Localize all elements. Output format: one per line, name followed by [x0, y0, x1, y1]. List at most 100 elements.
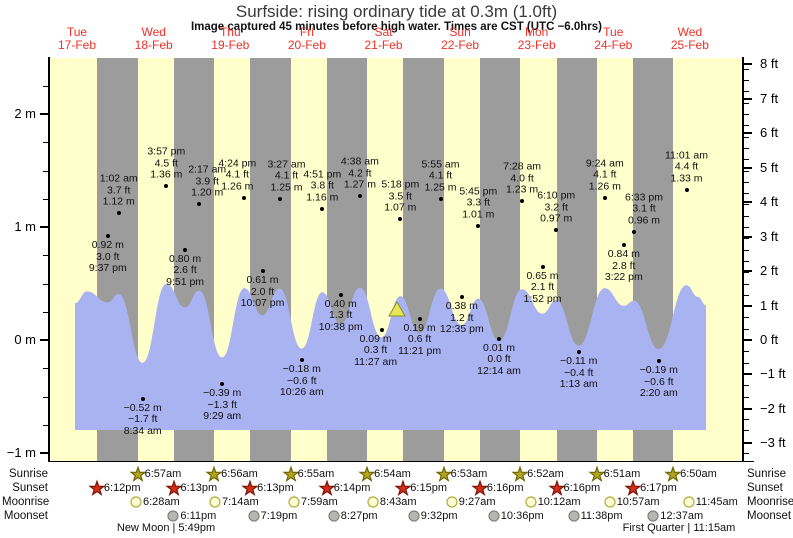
moonset-row-label-left: Moonset — [3, 510, 48, 522]
day-date: 22-Feb — [441, 37, 480, 52]
y-axis-ft-minor-tick — [744, 125, 749, 127]
y-axis-ft-tick — [744, 97, 752, 100]
low-tide-label: −0.52 m −1.7 ft 8:34 am — [124, 402, 162, 438]
low-tide-label: 0.80 m 2.6 ft 9:51 pm — [166, 253, 204, 289]
y-axis-ft-tick — [744, 304, 752, 307]
low-tide-label: −0.39 m −1.3 ft 9:29 am — [203, 388, 241, 423]
low-tide-label: 0.40 m 1.3 ft 10:38 pm — [318, 297, 363, 334]
y-axis-ft-label: 6 ft — [760, 125, 779, 141]
day-date: 18-Feb — [134, 37, 173, 52]
tide-label-line: 0.40 m — [324, 297, 357, 310]
tide-label-line: 4:24 pm — [218, 157, 257, 170]
day-label: Wed 18-Feb — [135, 26, 173, 51]
high-tide-label: 4:24 pm 4.1 ft 1.26 m — [218, 158, 256, 193]
tide-label-line: 0.6 ft — [407, 333, 432, 346]
tide-label-line: 4.1 ft — [225, 168, 249, 181]
tide-label-line: 1.2 ft — [450, 311, 474, 324]
tide-label-line: 1.36 m — [150, 168, 183, 181]
tide-label-line: 6:33 pm — [625, 191, 663, 204]
moonrise-time: 10:12am — [537, 495, 581, 508]
tide-label-line: 1.33 m — [670, 172, 703, 185]
tide-point-dot — [320, 206, 325, 211]
tide-point-dot — [684, 187, 689, 192]
tide-label-line: 1.27 m — [343, 178, 376, 191]
tide-label-line: 1.16 m — [306, 191, 339, 204]
tide-label-line: 2.0 ft — [250, 285, 275, 298]
tide-label-line: −0.18 m — [282, 363, 321, 376]
moonrise-time: 11:45am — [695, 495, 738, 508]
tide-label-line: 3.2 ft — [544, 201, 568, 214]
moonrise-icon — [604, 496, 616, 508]
tide-label-line: −0.6 ft — [287, 374, 317, 387]
tide-label-line: 2.6 ft — [173, 264, 197, 277]
tide-label-line: 0.3 ft — [363, 344, 388, 357]
low-tide-label: −0.11 m −0.4 ft 1:13 am — [560, 356, 598, 391]
moonrise-row-label-left: Moonrise — [2, 496, 50, 508]
y-axis-ft-tick — [744, 442, 752, 445]
sunset-icon — [88, 479, 106, 497]
y-axis-m-tick — [40, 452, 48, 454]
moonset-icon — [488, 510, 500, 522]
high-tide-label: 7:28 am 4.0 ft 1.23 m — [503, 161, 541, 197]
y-axis-m-minor-tick — [43, 255, 48, 257]
tide-label-line: 4:51 pm — [303, 168, 342, 181]
sunrise-time: 6:50am — [680, 467, 717, 480]
tide-label-line: 2.8 ft — [612, 259, 636, 272]
y-axis-ft-label: 2 ft — [760, 263, 779, 279]
y-axis-m-minor-tick — [43, 424, 48, 426]
sunrise-time: 6:57am — [144, 467, 182, 480]
y-axis-ft-label: 5 ft — [760, 159, 779, 175]
tide-point-dot — [417, 316, 422, 321]
tide-label-line: 0.0 ft — [487, 353, 511, 366]
tide-label-line: 0.09 m — [359, 332, 392, 345]
y-axis-ft-minor-tick — [744, 441, 749, 443]
sunset-row-label-right: Sunset — [747, 482, 783, 494]
tide-label-line: 9:37 pm — [88, 262, 127, 275]
tide-label-line: 1:52 pm — [523, 292, 562, 305]
sunset-icon — [394, 479, 412, 497]
tide-point-dot — [438, 196, 443, 201]
y-axis-ft-label: 4 ft — [760, 194, 779, 210]
y-axis-ft-minor-tick — [744, 430, 749, 432]
tide-label-line: −0.4 ft — [563, 366, 594, 379]
y-axis-ft-label: 3 ft — [760, 228, 779, 244]
day-name: Wed — [677, 25, 703, 39]
tide-point-dot — [105, 234, 110, 239]
y-axis-ft-minor-tick — [744, 136, 749, 138]
y-axis-ft-tick — [744, 63, 752, 66]
y-axis-m-label: −1 m — [6, 445, 36, 460]
y-axis-ft-minor-tick — [744, 306, 749, 308]
tide-label-line: −1.7 ft — [127, 413, 158, 426]
y-axis-m-label: 2 m — [14, 106, 36, 121]
tide-label-line: 4.1 ft — [428, 169, 453, 182]
tide-label-line: 4.1 ft — [274, 169, 299, 182]
y-axis-ft-minor-tick — [744, 385, 749, 387]
sunrise-time: 6:55am — [297, 467, 335, 480]
tide-label-line: 2.1 ft — [530, 281, 555, 294]
tide-point-dot — [220, 382, 225, 387]
tide-label-line: 10:38 pm — [318, 320, 363, 333]
tide-label-line: 0.96 m — [627, 214, 661, 227]
tide-label-line: 1.12 m — [102, 195, 135, 208]
y-axis-ft-minor-tick — [744, 294, 749, 296]
tide-point-dot — [497, 336, 501, 341]
y-axis-m-minor-tick — [43, 85, 48, 87]
moonset-time: 12:37am — [660, 509, 704, 522]
sunset-time: 6:16pm — [563, 481, 601, 494]
y-axis-m-label: 0 m — [14, 332, 36, 347]
tide-label-line: 4.1 ft — [593, 168, 617, 181]
tide-point-dot — [164, 184, 169, 189]
tide-label-line: 3:27 am — [267, 158, 306, 171]
moonset-icon — [167, 510, 179, 522]
day-label: Sat 21-Feb — [364, 26, 402, 51]
tide-label-line: 4.4 ft — [674, 160, 699, 173]
tide-label-line: 10:07 pm — [240, 297, 285, 310]
moonrise-time: 6:28am — [143, 495, 180, 508]
tide-point-dot — [540, 264, 545, 269]
tide-label-line: 1.26 m — [588, 180, 621, 193]
y-axis-ft-minor-tick — [744, 147, 749, 149]
y-axis-m-minor-tick — [43, 396, 48, 398]
moonrise-icon — [288, 496, 300, 508]
day-date: 25-Feb — [670, 37, 709, 52]
y-axis-ft-minor-tick — [744, 91, 749, 93]
